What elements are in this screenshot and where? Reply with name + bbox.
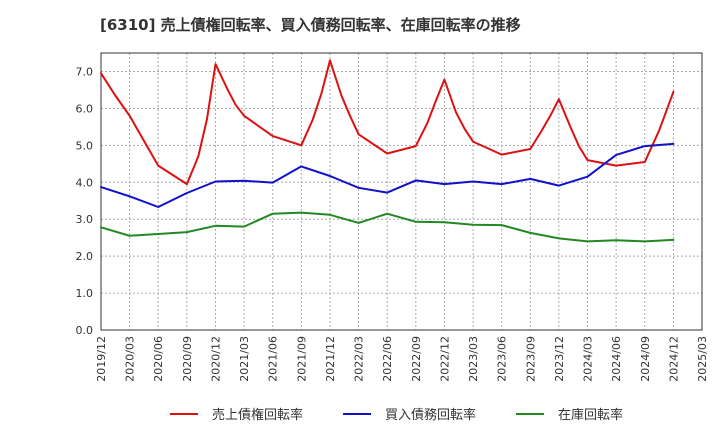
x-tick-label: 2022/06: [381, 336, 394, 382]
x-tick-label: 2020/03: [124, 336, 137, 382]
x-tick-label: 2025/03: [696, 336, 709, 382]
x-tick-label: 2024/12: [667, 336, 680, 382]
y-tick-label: 0.0: [76, 324, 94, 337]
x-tick-label: 2020/06: [152, 336, 165, 382]
y-tick-label: 4.0: [76, 176, 94, 189]
x-tick-label: 2022/12: [438, 336, 451, 382]
series-line-2: [100, 142, 675, 208]
x-tick-label: 2021/03: [238, 336, 251, 382]
y-tick-label: 1.0: [76, 287, 94, 300]
legend-label-3: 在庫回転率: [558, 407, 623, 423]
x-tick-label: 2024/09: [639, 336, 652, 382]
legend-label-1: 売上債権回転率: [212, 407, 303, 423]
x-tick-label: 2022/03: [353, 336, 366, 382]
legend: 売上債権回転率 買入債務回転率 在庫回転率: [170, 407, 623, 423]
x-tick-label: 2023/09: [524, 336, 537, 382]
x-tick-label: 2024/03: [582, 336, 595, 382]
x-tick-label: 2023/12: [553, 336, 566, 382]
chart-title: [6310] 売上債権回転率、買入債務回転率、在庫回転率の推移: [100, 16, 521, 34]
legend-label-2: 買入債務回転率: [385, 407, 476, 423]
series-line-3: [100, 211, 675, 243]
x-tick-label: 2023/06: [496, 336, 509, 382]
plot-frame: [100, 52, 703, 331]
y-tick-label: 2.0: [76, 250, 94, 263]
x-tick-label: 2021/06: [267, 336, 280, 382]
series-layer: [100, 59, 675, 243]
x-tick-label: 2021/09: [295, 336, 308, 382]
x-tick-label: 2020/09: [181, 336, 194, 382]
y-tick-label: 6.0: [76, 102, 94, 115]
x-tick-label: 2022/09: [410, 336, 423, 382]
series-line-1: [100, 59, 675, 186]
y-tick-label: 5.0: [76, 139, 94, 152]
x-tick-label: 2024/06: [610, 336, 623, 382]
x-tick-label: 2019/12: [95, 336, 108, 382]
y-tick-label: 3.0: [76, 213, 94, 226]
y-tick-label: 7.0: [76, 65, 94, 78]
x-tick-label: 2023/03: [467, 336, 480, 382]
axis-layer: 0.0 1.0 2.0 3.0 4.0 5.0 6.0 7.0 2019/12 2020/03 20…: [76, 52, 709, 382]
x-tick-label: 2021/12: [324, 336, 337, 382]
x-tick-label: 2020/12: [209, 336, 222, 382]
